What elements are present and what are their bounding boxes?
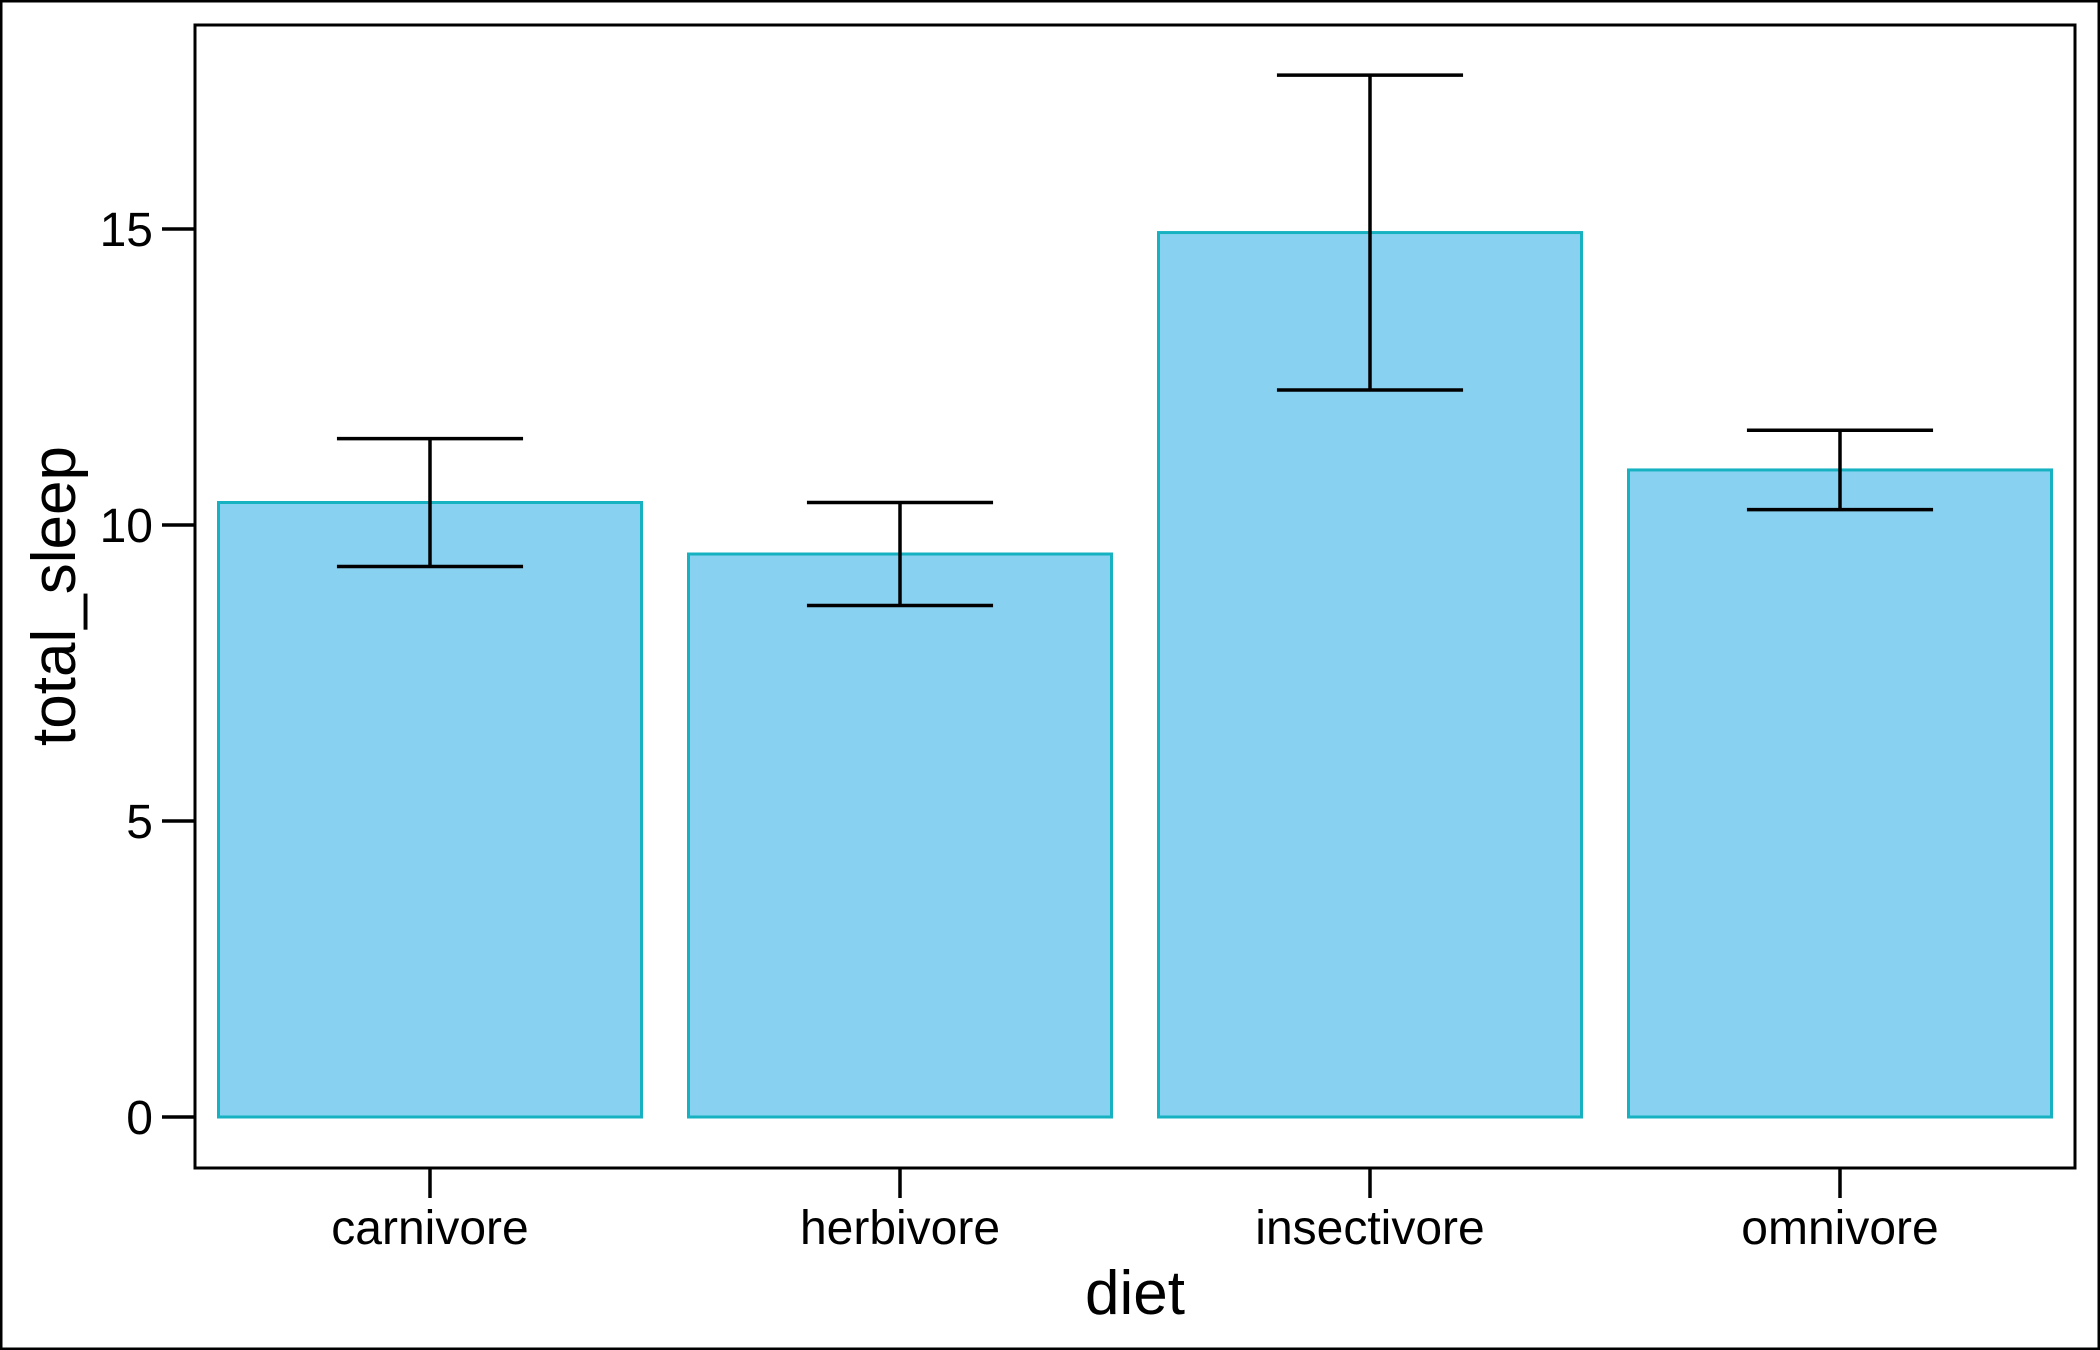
error-bar-insectivore — [1276, 73, 1464, 392]
bars-layer — [217, 231, 2053, 1119]
y-axis-title: total_sleep — [20, 446, 89, 746]
x-axis: carnivore herbivore insectivore omnivore — [331, 1168, 1939, 1255]
error-bar-omnivore — [1746, 428, 1934, 512]
y-axis: 0 5 10 15 — [100, 204, 195, 1145]
plot-panel-border — [193, 23, 2077, 1170]
bar-carnivore — [217, 501, 643, 1119]
x-tick-label-insectivore: insectivore — [1255, 1202, 1484, 1255]
y-tick-label-5: 5 — [126, 796, 153, 849]
error-bars-layer — [336, 73, 1934, 608]
bar-herbivore — [687, 552, 1113, 1119]
y-tick-label-15: 15 — [100, 204, 153, 257]
y-tick-label-10: 10 — [100, 500, 153, 553]
error-bar-carnivore — [336, 436, 524, 569]
x-tick-label-herbivore: herbivore — [800, 1202, 1000, 1255]
error-bar-herbivore — [806, 500, 994, 608]
y-tick-label-0: 0 — [126, 1092, 153, 1145]
bar-omnivore — [1627, 468, 2053, 1119]
x-tick-label-carnivore: carnivore — [331, 1202, 528, 1255]
x-tick-label-omnivore: omnivore — [1741, 1202, 1938, 1255]
x-axis-title: diet — [1085, 1259, 1185, 1328]
